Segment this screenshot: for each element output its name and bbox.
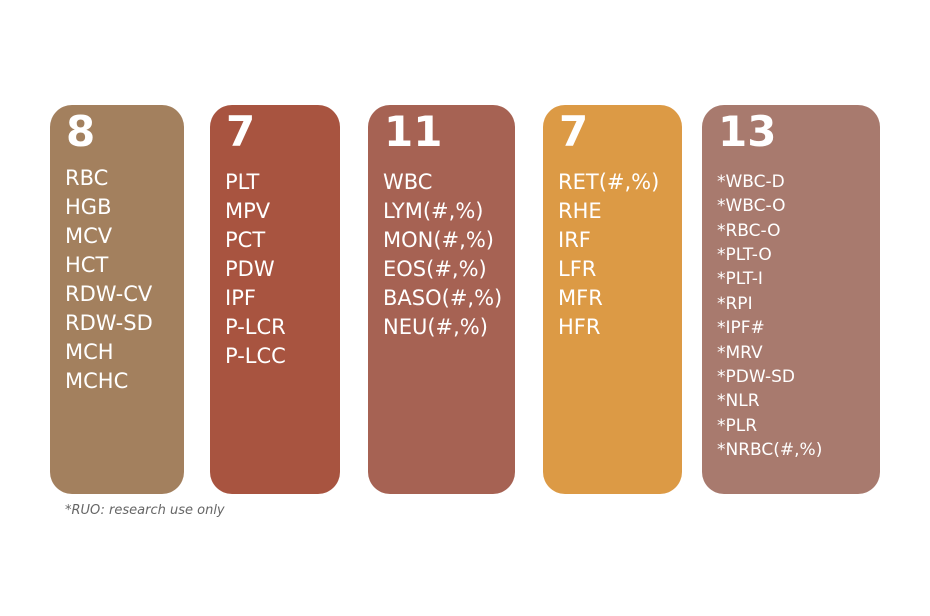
card-item: *RPI <box>717 293 753 314</box>
card-item: MFR <box>558 286 603 311</box>
card-item: PCT <box>225 228 266 253</box>
card-item: MCH <box>65 340 114 365</box>
card-item: *NLR <box>717 391 760 412</box>
card: 7 PLT MPV PCT PDW IPF P-LCR P-LCC <box>210 105 340 494</box>
card-item: RET(#,%) <box>558 170 660 195</box>
card-item: *PDW-SD <box>717 367 795 387</box>
card-item: *WBC-D <box>717 171 785 192</box>
card: 13 *WBC-D *WBC-O *RBC-O *PLT-O *PLT-I *RPI *IPF… <box>702 105 880 494</box>
card-item: RDW-SD <box>65 311 153 336</box>
card-item: EOS(#,%) <box>383 257 487 282</box>
card-item: IRF <box>558 228 591 253</box>
card-item: MPV <box>225 199 271 224</box>
card: 7 RET(#,%) RHE IRF LFR MFR HFR <box>543 105 682 494</box>
card-item: *RBC-O <box>717 220 781 241</box>
card-item: PLT <box>225 170 260 195</box>
card-item: P-LCC <box>225 344 286 369</box>
card-item: BASO(#,%) <box>383 286 503 311</box>
card-count: 7 <box>226 107 256 156</box>
card-item: *MRV <box>717 342 763 363</box>
card-item: *IPF# <box>717 318 765 339</box>
card-item: HGB <box>65 195 112 220</box>
card-item: MON(#,%) <box>383 228 494 253</box>
card-item: HFR <box>558 315 601 340</box>
card-item: RHE <box>558 199 602 224</box>
card-item: IPF <box>225 286 256 311</box>
card-item: LFR <box>558 257 597 282</box>
card-item: *WBC-O <box>717 196 786 217</box>
card-item: LYM(#,%) <box>383 199 484 224</box>
card: 11 WBC LYM(#,%) MON(#,%) EOS(#,%) BASO(#,%) NE… <box>368 105 515 494</box>
card-count: 8 <box>66 107 96 156</box>
card-item: *PLT-O <box>717 245 772 265</box>
card-item: P-LCR <box>225 315 286 340</box>
card-item: NEU(#,%) <box>383 315 488 340</box>
card-item: WBC <box>383 170 433 195</box>
card-item: RDW-CV <box>65 282 153 307</box>
card-item: HCT <box>65 253 109 278</box>
card-item: PDW <box>225 257 275 282</box>
card-item: MCV <box>65 224 113 249</box>
card: 8 RBC HGB MCV HCT RDW-CV RDW-SD MCH MCHC <box>50 105 184 494</box>
card-item: MCHC <box>65 369 129 394</box>
footnote: *RUO: research use only <box>65 503 225 518</box>
card-count: 7 <box>559 107 589 156</box>
card-item: *PLR <box>717 415 758 436</box>
card-count: 13 <box>718 107 777 156</box>
card-item: RBC <box>65 166 109 191</box>
card-count: 11 <box>384 107 443 156</box>
card-item: *PLT-I <box>717 269 763 290</box>
card-item: *NRBC(#,%) <box>717 440 823 461</box>
